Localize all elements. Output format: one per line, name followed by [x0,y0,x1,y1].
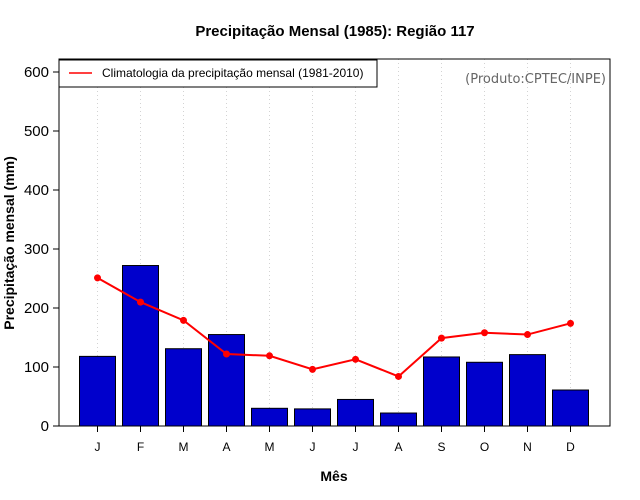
x-axis-label: Mês [320,468,347,484]
y-tick-label: 0 [41,418,49,435]
y-tick-label: 100 [24,359,49,376]
y-axis: 0 100 200 300 400 500 600 [24,64,59,435]
bar-9 [466,361,503,427]
x-tick-label: M [179,440,189,454]
bar-1 [122,265,159,427]
climatology-series [94,274,574,380]
credit-annotation: (Produto:CPTEC/INPE) [465,72,606,87]
bar-series [79,265,589,427]
y-tick-label: 400 [24,182,49,199]
bar-8 [423,356,460,427]
climatology-point-0 [94,274,101,282]
bar-7 [380,412,417,427]
bar-6 [337,398,374,427]
plot-frame [58,58,611,427]
climatology-point-6 [352,355,359,363]
climatology-point-1 [137,298,144,306]
bar-5 [294,408,331,427]
climatology-point-3 [223,350,230,358]
y-tick-label: 500 [24,123,49,140]
bar-11 [552,389,589,427]
climatology-point-2 [180,316,187,324]
climatology-line [97,277,571,378]
bar-2 [165,348,202,427]
climatology-point-11 [567,319,574,327]
legend-entry-climatology: Climatologia da precipitação mensal (198… [102,66,363,80]
climatology-point-7 [395,372,402,380]
x-tick-label: A [222,440,230,454]
x-tick-label: A [394,440,402,454]
x-tick-label: J [95,440,101,454]
climatology-point-8 [438,334,445,342]
y-tick-label: 300 [24,241,49,258]
bar-4 [251,407,288,427]
legend: Climatologia da precipitação mensal (198… [58,59,378,88]
x-tick-label: M [265,440,275,454]
bar-0 [79,355,116,427]
y-axis-label: Precipitação mensal (mm) [1,156,17,330]
legend-box [58,59,378,88]
climatology-point-9 [481,329,488,337]
x-tick-label: J [310,440,316,454]
climatology-point-5 [309,365,316,373]
x-tick-label: O [480,440,489,454]
x-tick-label: S [437,440,445,454]
x-tick-label: D [566,440,575,454]
y-tick-label: 600 [24,64,49,81]
climatology-point-4 [266,352,273,360]
climatology-point-10 [524,331,531,339]
bar-10 [509,354,546,427]
x-tick-label: F [137,440,144,454]
chart-title: Precipitação Mensal (1985): Região 117 [195,23,474,40]
bar-3 [208,334,245,427]
x-tick-label: N [523,440,532,454]
x-tick-label: J [353,440,359,454]
y-tick-label: 200 [24,300,49,317]
